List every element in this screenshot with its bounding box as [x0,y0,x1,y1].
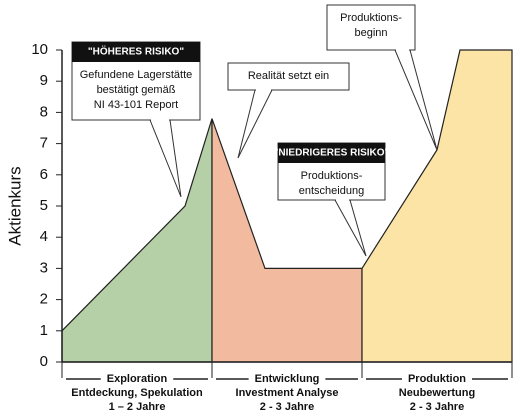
y-axis-label: Aktienkurs [5,166,24,245]
risk-badge-text: "NIEDRIGERES RISIKO" [274,148,390,159]
y-tick-label: 6 [40,166,48,183]
callout-text: entscheidung [299,185,364,197]
callout-pointer [334,199,367,257]
callout-pointer [149,119,182,198]
area [61,118,213,363]
callout-box [326,4,416,51]
risk-badge [278,143,385,163]
phase-label: Neubewertung [399,387,475,399]
callout-pointer [394,49,438,151]
y-tick-label: 1 [40,322,48,339]
phase-label: 1 – 2 Jahre [109,401,166,413]
callout-text: Realität setzt ein [248,70,329,82]
area [361,49,513,363]
y-tick-label: 10 [31,41,48,58]
phase-label: Exploration [107,373,168,385]
y-tick-label: 5 [40,197,48,214]
risk-badge-text: "HÖHERES RISIKO" [88,45,184,58]
y-tick-label: 0 [40,353,48,370]
y-tick-label: 8 [40,103,48,120]
callout-text: Gefundene Lagerstätte [80,69,193,81]
callout-text: beginn [354,27,387,39]
callout-text: Produktions- [301,170,363,182]
y-tick-label: 3 [40,259,48,276]
y-tick-label: 4 [40,228,48,245]
y-tick-label: 2 [40,291,48,308]
callout-pointer [237,89,273,159]
callout-text: NI 43-101 Report [94,99,178,111]
risk-badge [72,42,200,62]
phase-label: Entwicklung [255,373,320,385]
y-tick-label: 7 [40,135,48,152]
callout-text: Produktions- [340,12,402,24]
phase-label: Investment Analyse [236,387,339,399]
y-tick-label: 9 [40,72,48,89]
phase-label: Produktion [408,373,466,385]
callout-box [227,62,350,91]
phase-label: 2 - 3 Jahre [260,401,314,413]
phase-label: Entdeckung, Spekulation [71,387,203,399]
phase-label: 2 - 3 Jahre [410,401,464,413]
callout-text: bestätigt gemäß [97,84,176,96]
